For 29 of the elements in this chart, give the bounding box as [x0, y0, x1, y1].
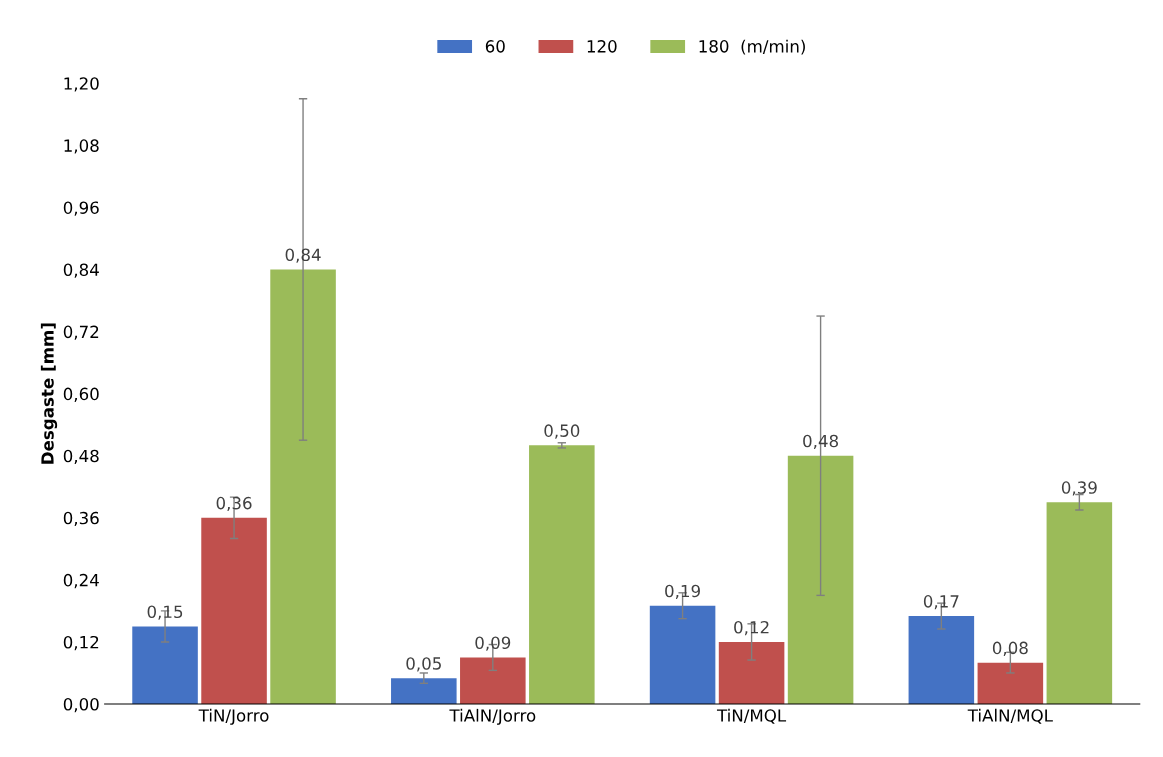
data-label: 0,84	[285, 248, 321, 263]
y-tick-label: 1,08	[64, 139, 99, 154]
legend-label: 60	[485, 40, 505, 53]
y-tick-label: 0,72	[63, 325, 99, 340]
x-tick-label: TiAlN/Jorro	[449, 708, 536, 725]
legend-label: 180 (m/min)	[699, 39, 805, 55]
y-tick-label: 0,00	[63, 697, 99, 713]
y-tick-label: 0,96	[63, 201, 99, 216]
y-tick-label: 0,36	[63, 511, 99, 527]
data-label: 0,08	[992, 641, 1028, 656]
y-tick-label: 0,60	[63, 387, 99, 402]
y-axis-title: Desgaste [mm]	[40, 323, 58, 464]
data-label: 0,15	[147, 605, 183, 620]
data-label: 0,19	[665, 584, 700, 600]
data-label: 0,50	[544, 424, 580, 439]
data-label: 0,39	[1061, 481, 1097, 496]
x-tick-label: TiN/MQL	[716, 708, 787, 724]
y-tick-label: 0,48	[63, 449, 99, 464]
data-label: 0,17	[923, 595, 959, 610]
data-label: 0,36	[216, 496, 252, 512]
y-tick-label: 0,24	[63, 573, 99, 589]
data-label: 0,05	[406, 657, 441, 672]
x-tick-label: TiN/Jorro	[198, 708, 269, 725]
y-tick-label: 0,84	[63, 263, 99, 278]
y-tick-label: 0,12	[63, 635, 99, 651]
y-tick-label: 1,20	[64, 77, 99, 92]
legend-label: 120	[587, 40, 617, 53]
x-tick-label: TiAlN/MQL	[967, 708, 1053, 724]
data-label: 0,09	[475, 636, 511, 651]
